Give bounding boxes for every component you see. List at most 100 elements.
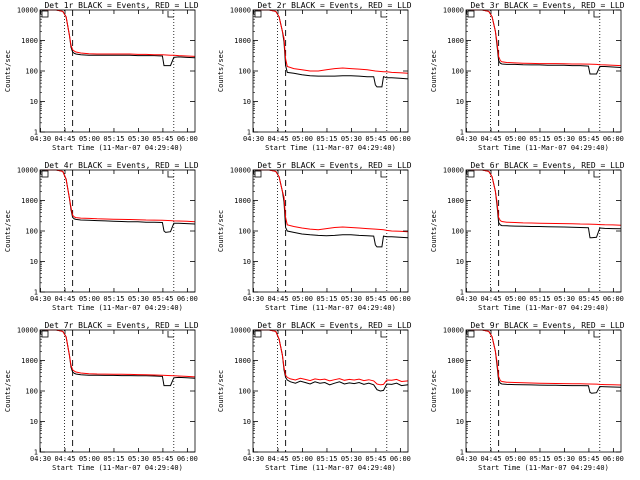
series-events-line (466, 169, 622, 239)
y-tick-label: 10 (30, 258, 38, 266)
y-tick-label: 10000 (230, 7, 251, 15)
x-tick-label: 05:45 (365, 295, 386, 303)
y-tick-label: 10 (30, 418, 38, 426)
x-axis-label: Start Time (11-Mar-07 04:29:40) (52, 144, 183, 152)
panel-title: Det 5r BLACK = Events, RED = LLD (257, 161, 411, 170)
detector-panel-1: 04:30 04:45 05:00 05:15 05:30 05:45 06:00 1 10 10… (4, 1, 199, 152)
y-tick-label: 100 (451, 228, 464, 236)
x-tick-label: 04:45 (54, 295, 75, 303)
series-events-line (40, 169, 196, 233)
x-tick-label: 04:30 (30, 455, 51, 463)
x-tick-label: 04:45 (480, 135, 501, 143)
x-tick-label: 04:45 (480, 455, 501, 463)
y-tick-label: 100 (25, 388, 38, 396)
series-lld-line (466, 169, 622, 226)
y-axis-label: Counts/sec (4, 210, 12, 252)
x-tick-label: 05:15 (316, 135, 337, 143)
detector-panel-8: 04:30 04:45 05:00 05:15 05:30 05:45 06:00 1 10 10… (217, 321, 412, 472)
series-lld-line (40, 169, 196, 223)
plot-frame (39, 9, 196, 133)
y-axis-label: Counts/sec (4, 50, 12, 92)
plot-frame (39, 329, 196, 453)
series-lld-line (40, 329, 196, 378)
x-tick-label: 05:00 (505, 455, 526, 463)
x-tick-label: 05:30 (554, 295, 575, 303)
x-axis-label: Start Time (11-Mar-07 04:29:40) (52, 304, 183, 312)
panel-title: Det 7r BLACK = Events, RED = LLD (44, 321, 198, 330)
x-axis-label: Start Time (11-Mar-07 04:29:40) (478, 304, 609, 312)
y-tick-label: 10000 (443, 327, 464, 335)
x-tick-label: 04:30 (243, 135, 264, 143)
x-tick-label: 06:00 (390, 455, 411, 463)
x-tick-label: 05:30 (554, 455, 575, 463)
series-lld-line (253, 329, 409, 386)
y-tick-label: 1 (460, 289, 464, 297)
detector-panel-5: 04:30 04:45 05:00 05:15 05:30 05:45 06:00 1 10 10… (217, 161, 412, 312)
series-lld-line (253, 169, 409, 233)
start-corner-marker (467, 330, 475, 338)
y-tick-label: 100 (451, 388, 464, 396)
end-corner-marker (380, 331, 387, 338)
end-corner-marker (167, 11, 174, 18)
x-tick-label: 05:15 (316, 455, 337, 463)
x-tick-label: 05:00 (505, 135, 526, 143)
detector-panel-9: 04:30 04:45 05:00 05:15 05:30 05:45 06:00 1 10 10… (430, 321, 625, 472)
x-tick-label: 05:00 (292, 455, 313, 463)
x-tick-label: 06:00 (603, 295, 624, 303)
x-tick-label: 06:00 (177, 455, 198, 463)
x-tick-label: 05:45 (578, 455, 599, 463)
x-tick-label: 05:00 (505, 295, 526, 303)
y-tick-label: 10 (456, 98, 464, 106)
y-tick-label: 1 (460, 449, 464, 457)
series-events-line (40, 329, 196, 387)
y-tick-label: 10000 (230, 167, 251, 175)
y-tick-label: 1000 (447, 197, 464, 205)
x-tick-label: 05:30 (341, 455, 362, 463)
y-tick-label: 10000 (443, 167, 464, 175)
y-tick-label: 100 (238, 68, 251, 76)
x-tick-label: 06:00 (390, 295, 411, 303)
y-tick-label: 100 (25, 228, 38, 236)
y-tick-label: 1000 (21, 37, 38, 45)
x-tick-label: 05:45 (152, 295, 173, 303)
x-tick-label: 05:30 (341, 295, 362, 303)
y-tick-label: 1000 (447, 357, 464, 365)
x-tick-label: 04:45 (54, 135, 75, 143)
series-lld-line (466, 9, 622, 67)
plot-frame (252, 9, 409, 133)
series-events-line (253, 9, 409, 88)
detector-panel-4: 04:30 04:45 05:00 05:15 05:30 05:45 06:00 1 10 10… (4, 161, 199, 312)
start-corner-marker (254, 170, 262, 178)
start-corner-marker (467, 10, 475, 18)
x-tick-label: 05:30 (128, 135, 149, 143)
panel-title: Det 8r BLACK = Events, RED = LLD (257, 321, 411, 330)
y-tick-label: 10 (243, 258, 251, 266)
y-axis-label: Counts/sec (4, 370, 12, 412)
series-events-line (40, 9, 196, 67)
panel-title: Det 1r BLACK = Events, RED = LLD (44, 1, 198, 10)
y-tick-label: 100 (451, 68, 464, 76)
plot-frame (252, 329, 409, 453)
y-tick-label: 1 (247, 449, 251, 457)
panel-title: Det 6r BLACK = Events, RED = LLD (470, 161, 624, 170)
y-axis-label: Counts/sec (430, 50, 438, 92)
y-tick-label: 1 (247, 289, 251, 297)
x-axis-label: Start Time (11-Mar-07 04:29:40) (265, 304, 396, 312)
panel-title: Det 4r BLACK = Events, RED = LLD (44, 161, 198, 170)
x-tick-label: 05:30 (128, 295, 149, 303)
end-corner-marker (380, 11, 387, 18)
y-tick-label: 10000 (17, 7, 38, 15)
x-tick-label: 05:00 (79, 455, 100, 463)
panel-title: Det 2r BLACK = Events, RED = LLD (257, 1, 411, 10)
y-tick-label: 10 (243, 98, 251, 106)
x-tick-label: 05:30 (341, 135, 362, 143)
x-tick-label: 05:15 (529, 455, 550, 463)
x-tick-label: 05:15 (103, 135, 124, 143)
detector-panel-2: 04:30 04:45 05:00 05:15 05:30 05:45 06:00 1 10 10… (217, 1, 412, 152)
x-tick-label: 04:30 (456, 295, 477, 303)
y-tick-label: 1000 (21, 197, 38, 205)
end-corner-marker (380, 171, 387, 178)
x-tick-label: 04:30 (30, 295, 51, 303)
end-corner-marker (593, 171, 600, 178)
x-axis-label: Start Time (11-Mar-07 04:29:40) (478, 144, 609, 152)
